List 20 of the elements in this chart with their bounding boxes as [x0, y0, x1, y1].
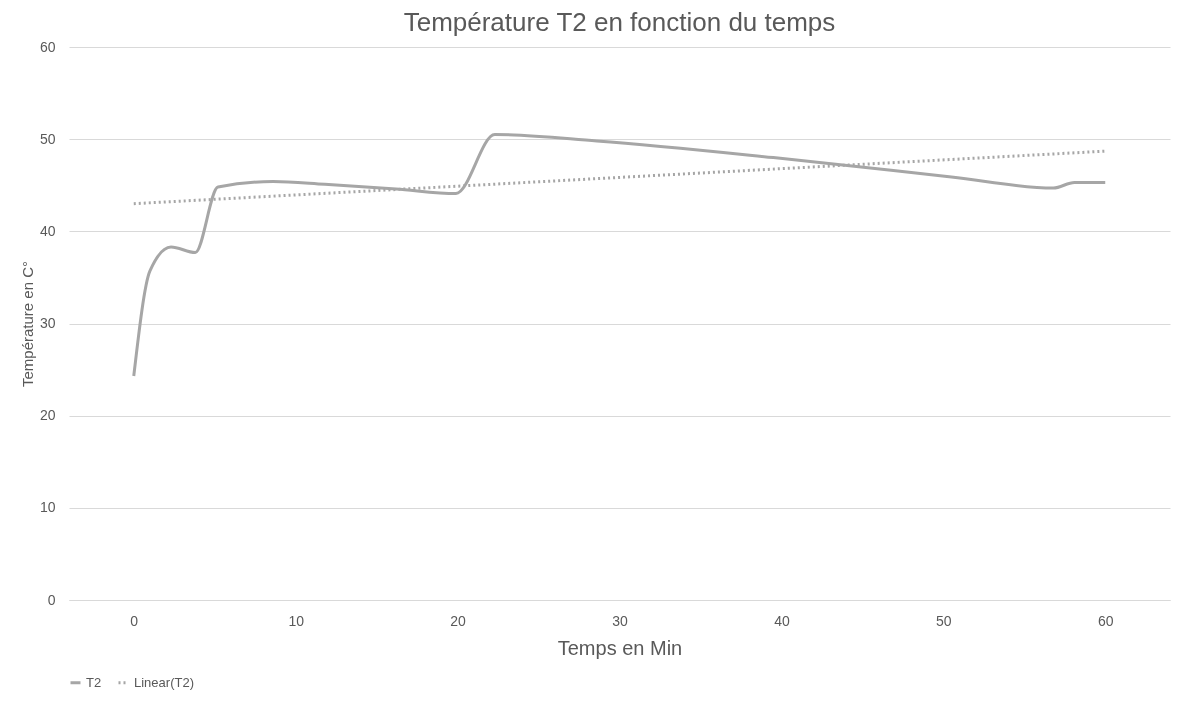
x-axis-title: Temps en Min [557, 636, 683, 659]
x-tick-label: 0 [130, 612, 139, 629]
x-tick-label: 20 [450, 612, 467, 629]
y-tick-label: 20 [39, 407, 56, 424]
x-tick-label: 30 [612, 612, 628, 629]
legend-label: Linear(T2) [134, 674, 194, 690]
line-series [132, 133, 1107, 378]
y-tick-label: 0 [47, 591, 56, 608]
y-tick-label: 50 [39, 130, 56, 147]
y-tick-label: 60 [39, 38, 56, 55]
y-tick-label: 10 [39, 499, 56, 516]
y-axis-title: Température en C° [18, 260, 36, 388]
x-tick-label: 50 [936, 612, 952, 629]
legend-label: T2 [86, 674, 102, 690]
x-tick-label: 10 [288, 612, 305, 629]
y-tick-label: 30 [39, 315, 56, 331]
x-tick-label: 40 [774, 612, 790, 629]
y-tick-label: 40 [39, 222, 56, 239]
chart-title: Température T2 en fonction du temps [403, 7, 836, 37]
x-tick-label: 60 [1097, 612, 1114, 629]
